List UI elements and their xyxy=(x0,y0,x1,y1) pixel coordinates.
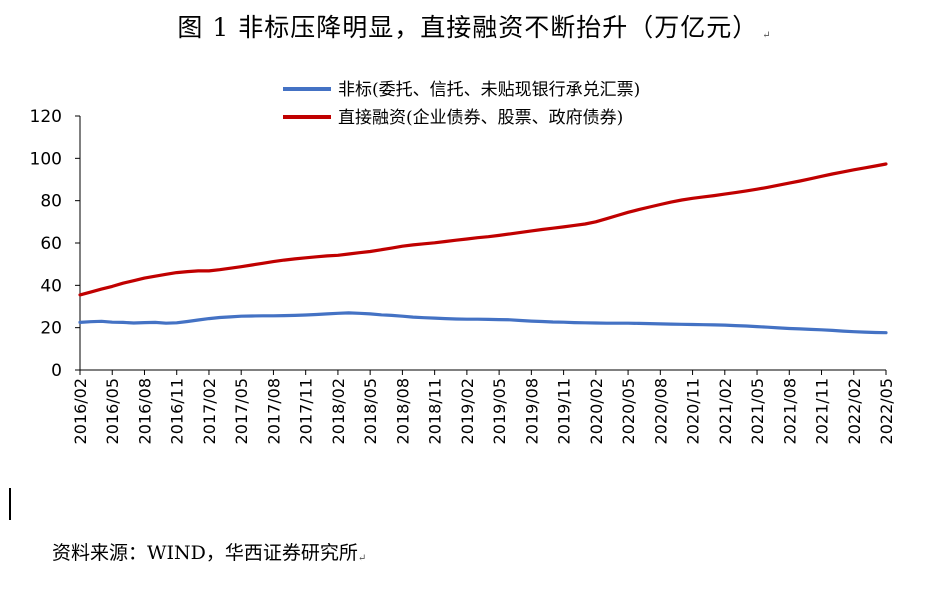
x-tick-label: 2018/08 xyxy=(393,378,412,444)
x-tick-label: 2019/08 xyxy=(522,378,541,444)
x-tick-label: 2017/02 xyxy=(200,378,219,444)
y-axis-ticks: 0 20 40 60 80 100 120 xyxy=(30,107,80,381)
y-tick-label: 120 xyxy=(30,107,62,127)
series-line-nonstandard xyxy=(78,311,888,335)
x-tick-label: 2021/02 xyxy=(716,378,735,444)
return-mark-icon: ↵ xyxy=(357,553,367,564)
x-tick-label: 2016/02 xyxy=(71,378,90,444)
x-tick-label: 2020/02 xyxy=(587,378,606,444)
x-tick-label: 2020/11 xyxy=(684,378,703,444)
x-tick-label: 2017/08 xyxy=(264,378,283,444)
source-note: 资料来源：WIND，华西证券研究所↵ xyxy=(52,538,366,565)
x-tick-label: 2016/08 xyxy=(135,378,154,444)
text-cursor xyxy=(9,488,11,520)
x-tick-label: 2018/02 xyxy=(329,378,348,444)
x-axis-ticks: 2016/02 2016/05 2016/08 2016/11 2017/02 2017/… xyxy=(71,370,896,444)
x-tick-label: 2022/02 xyxy=(845,378,864,444)
x-tick-label: 2017/11 xyxy=(297,378,316,444)
x-tick-label: 2020/05 xyxy=(619,378,638,444)
x-tick-label: 2021/11 xyxy=(813,378,832,444)
y-tick-label: 40 xyxy=(40,276,62,296)
y-tick-label: 80 xyxy=(40,192,62,212)
series-lines xyxy=(78,162,888,335)
x-tick-label: 2021/08 xyxy=(780,378,799,444)
x-tick-label: 2019/11 xyxy=(555,378,574,444)
y-tick-label: 100 xyxy=(30,149,62,169)
x-tick-label: 2017/05 xyxy=(232,378,251,444)
x-tick-label: 2019/05 xyxy=(490,378,509,444)
legend-label-direct-financing: 直接融资(企业债券、股票、政府债券) xyxy=(338,108,623,128)
x-tick-label: 2022/05 xyxy=(877,378,896,444)
legend: 非标(委托、信托、未贴现银行承兑汇票) 直接融资(企业债券、股票、政府债券) xyxy=(283,80,640,128)
legend-label-nonstandard: 非标(委托、信托、未贴现银行承兑汇票) xyxy=(338,80,640,100)
chart-axes xyxy=(79,116,886,371)
y-tick-label: 0 xyxy=(51,361,62,381)
x-tick-label: 2021/05 xyxy=(748,378,767,444)
x-tick-label: 2020/08 xyxy=(651,378,670,444)
x-tick-label: 2016/11 xyxy=(168,378,187,444)
x-tick-label: 2018/11 xyxy=(426,378,445,444)
series-line-direct-financing xyxy=(78,162,888,297)
x-tick-label: 2016/05 xyxy=(103,378,122,444)
return-mark-icon: ↵ xyxy=(762,30,772,41)
chart-title-text: 图 1 非标压降明显，直接融资不断抬升（万亿元） xyxy=(177,13,759,42)
y-tick-label: 60 xyxy=(40,234,62,254)
x-tick-label: 2018/05 xyxy=(361,378,380,444)
y-tick-label: 20 xyxy=(40,319,62,339)
x-tick-label: 2019/02 xyxy=(458,378,477,444)
chart-title: 图 1 非标压降明显，直接融资不断抬升（万亿元） ↵ xyxy=(0,8,949,44)
source-text: 资料来源：WIND，华西证券研究所 xyxy=(52,542,358,564)
